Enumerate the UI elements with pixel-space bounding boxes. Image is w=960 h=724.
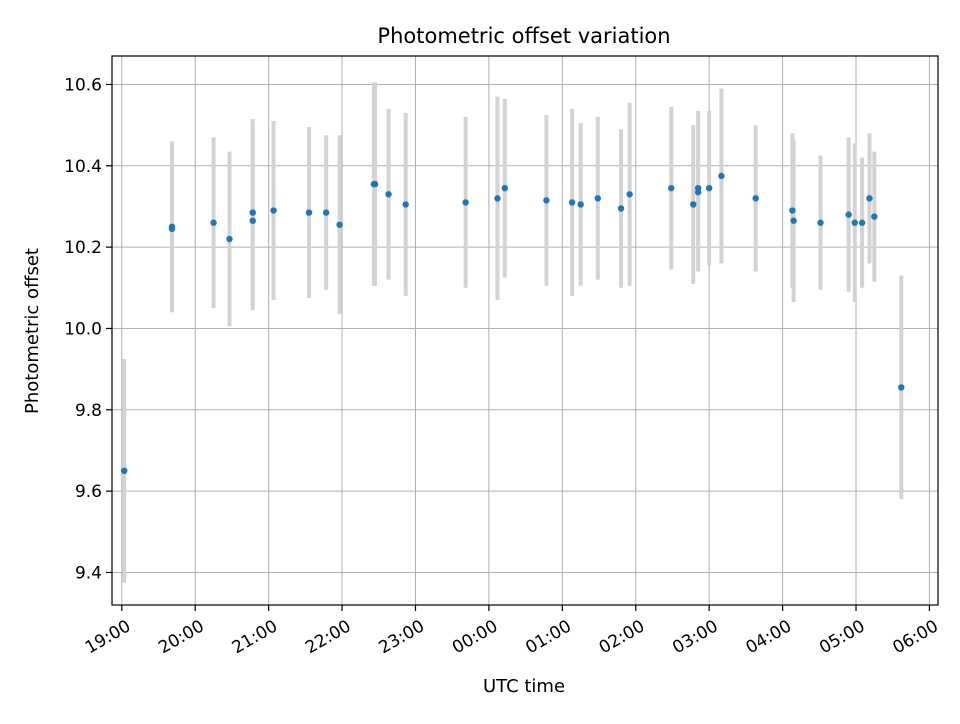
data-point xyxy=(718,172,725,180)
data-point xyxy=(617,205,625,212)
x-tick-label: 21:00 xyxy=(229,616,281,658)
data-point xyxy=(249,217,256,224)
y-tick-label: 10.2 xyxy=(64,238,102,258)
x-tick-label: 04:00 xyxy=(743,616,795,658)
error-bars xyxy=(122,82,904,583)
x-tick-label: 22:00 xyxy=(302,616,354,658)
data-point xyxy=(898,384,905,391)
data-point xyxy=(168,225,176,233)
data-point xyxy=(858,219,866,226)
x-tick-label: 06:00 xyxy=(889,616,941,658)
data-point xyxy=(694,189,702,196)
data-point xyxy=(305,209,313,216)
data-point xyxy=(568,199,576,206)
y-tick-label: 9.8 xyxy=(75,401,102,421)
y-tick-label: 10.0 xyxy=(64,319,102,339)
data-point xyxy=(789,207,796,214)
data-point xyxy=(626,191,633,198)
data-point xyxy=(543,197,550,204)
data-point xyxy=(871,213,878,220)
x-tick-label: 00:00 xyxy=(449,616,501,658)
grid xyxy=(112,56,938,605)
x-tick-label: 03:00 xyxy=(669,616,721,658)
data-point xyxy=(249,209,256,216)
x-tick-label: 05:00 xyxy=(816,616,868,658)
data-point xyxy=(371,180,379,188)
data-point xyxy=(817,219,824,226)
data-point xyxy=(594,195,602,202)
data-points xyxy=(121,172,905,474)
chart-title: Photometric offset variation xyxy=(377,24,670,48)
data-point xyxy=(336,221,343,228)
data-point xyxy=(752,195,759,202)
x-axis-label: UTC time xyxy=(483,676,565,697)
y-axis-label: Photometric offset xyxy=(22,248,43,414)
data-point xyxy=(226,235,233,243)
x-tick-label: 01:00 xyxy=(522,616,574,658)
x-tick-label: 20:00 xyxy=(155,616,207,658)
data-point xyxy=(270,207,277,214)
x-tick-label: 02:00 xyxy=(596,616,648,658)
data-point xyxy=(577,201,584,208)
data-point xyxy=(690,201,697,208)
data-point xyxy=(322,209,330,216)
data-point xyxy=(385,191,392,198)
data-point xyxy=(121,467,128,474)
data-point xyxy=(462,199,469,206)
data-point xyxy=(851,219,858,226)
data-point xyxy=(501,184,509,192)
data-point xyxy=(668,184,675,192)
x-tick-label: 23:00 xyxy=(376,616,428,658)
y-tick-label: 9.6 xyxy=(75,482,102,502)
data-point xyxy=(705,184,713,192)
data-point xyxy=(210,219,217,226)
data-point xyxy=(866,195,873,202)
y-tick-label: 10.4 xyxy=(64,157,102,177)
x-tick-label: 19:00 xyxy=(82,616,134,658)
plot-area-frame xyxy=(111,55,939,606)
y-tick-label: 10.6 xyxy=(64,75,102,95)
data-point xyxy=(494,195,501,202)
data-point xyxy=(402,201,409,208)
data-point xyxy=(790,217,797,224)
y-tick-label: 9.4 xyxy=(75,563,102,583)
data-point xyxy=(845,211,852,218)
